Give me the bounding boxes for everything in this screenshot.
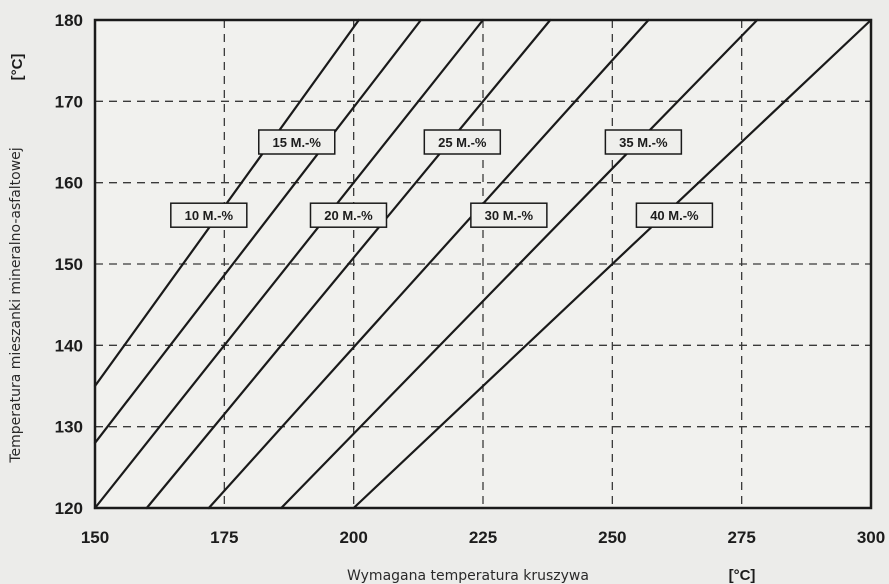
y-tick-label-0: 120 <box>55 499 83 518</box>
y-tick-label-2: 140 <box>55 336 83 355</box>
series-labels: 10 M.-% 15 M.-% 20 M.-% 25 M.-% 30 M.-% 35 M.… <box>170 129 714 228</box>
plot-frame <box>93 18 873 510</box>
series-label-box-7 <box>635 202 714 228</box>
y-axis-title: Temperatura mieszanki mineralno-asfaltow… <box>8 147 24 463</box>
series-label-text-6: 35 M.-% <box>619 135 668 150</box>
series-label-text-7: 40 M.-% <box>650 208 699 223</box>
series-label-box-5 <box>470 202 548 228</box>
x-axis-title: Wymagana temperatura kruszywa <box>347 568 589 584</box>
series-line-2 <box>93 18 423 445</box>
series-label-4: 25 M.-% <box>423 129 502 155</box>
series-label-box-2 <box>258 129 336 155</box>
y-tick-label-1: 130 <box>55 418 83 437</box>
x-tick-label-6: 300 <box>857 528 885 547</box>
y-tick-label-6: 180 <box>55 11 83 30</box>
series-label-2: 15 M.-% <box>258 129 336 155</box>
series-label-6: 35 M.-% <box>604 129 683 155</box>
series-line-5 <box>207 18 650 510</box>
series-label-1: 10 M.-% <box>170 202 248 228</box>
series-label-text-1: 10 M.-% <box>185 208 234 223</box>
x-tick-label-3: 225 <box>469 528 497 547</box>
series-line-3 <box>93 18 485 510</box>
x-tick-labels: 150 175 200 225 250 275 300 <box>81 528 885 547</box>
x-tick-label-4: 250 <box>598 528 626 547</box>
series-label-box-3 <box>309 202 388 228</box>
y-tick-label-3: 150 <box>55 255 83 274</box>
x-tick-label-0: 150 <box>81 528 109 547</box>
series-line-4 <box>145 18 552 510</box>
series-label-text-5: 30 M.-% <box>485 208 534 223</box>
series-line-7 <box>352 18 873 510</box>
series-label-text-2: 15 M.-% <box>273 135 322 150</box>
series-line-6 <box>280 18 759 510</box>
series-label-box-1 <box>170 202 248 228</box>
x-tick-label-2: 200 <box>339 528 367 547</box>
y-axis-unit: [°C] <box>9 54 26 81</box>
series-label-3: 20 M.-% <box>309 202 388 228</box>
series-label-box-6 <box>604 129 683 155</box>
x-tick-label-1: 175 <box>210 528 238 547</box>
y-tick-labels: 120 130 140 150 160 170 180 <box>55 11 83 518</box>
x-tick-label-5: 275 <box>727 528 755 547</box>
series-label-5: 30 M.-% <box>470 202 548 228</box>
y-tick-label-5: 170 <box>55 92 83 111</box>
x-axis-unit: [°C] <box>729 567 756 584</box>
y-tick-label-4: 160 <box>55 174 83 193</box>
series-label-7: 40 M.-% <box>635 202 714 228</box>
series-label-text-4: 25 M.-% <box>438 135 487 150</box>
series-label-box-4 <box>423 129 502 155</box>
series-label-text-3: 20 M.-% <box>324 208 373 223</box>
